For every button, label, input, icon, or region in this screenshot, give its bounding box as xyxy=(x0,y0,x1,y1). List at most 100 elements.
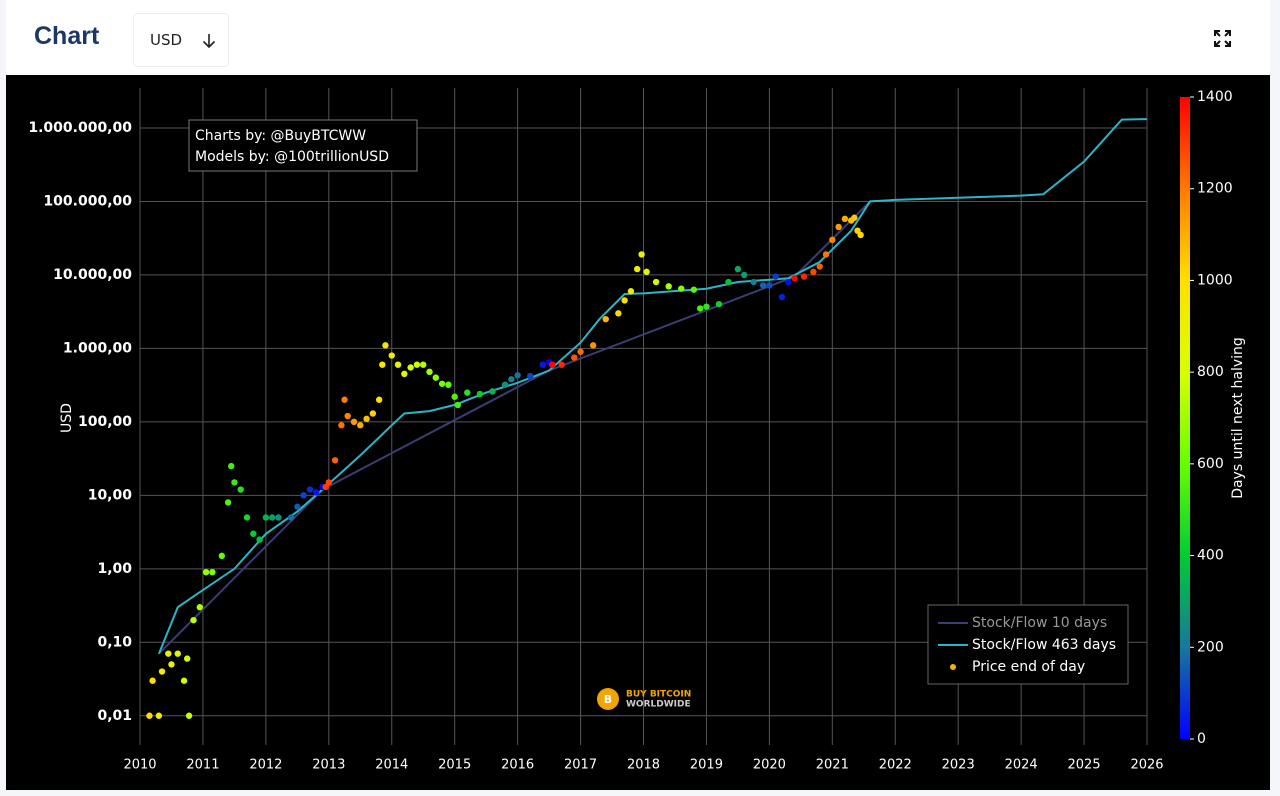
price-point xyxy=(508,376,515,383)
price-point xyxy=(325,479,333,486)
x-tick-label: 2025 xyxy=(1068,758,1101,773)
price-point xyxy=(432,374,440,381)
price-point xyxy=(357,422,364,429)
price-point xyxy=(501,381,509,388)
y-tick-label: 0,01 xyxy=(97,708,132,724)
price-point xyxy=(401,370,408,378)
price-point xyxy=(420,361,427,368)
price-point xyxy=(841,215,849,223)
x-tick-label: 2014 xyxy=(375,758,408,773)
price-point xyxy=(734,265,742,273)
price-point xyxy=(165,650,172,657)
price-point xyxy=(180,677,188,684)
currency-dropdown[interactable]: USD xyxy=(133,13,229,67)
price-point xyxy=(250,530,257,537)
price-point xyxy=(558,361,565,368)
legend-label: Stock/Flow 10 days xyxy=(972,615,1107,631)
price-point xyxy=(759,282,767,289)
model-line xyxy=(157,118,1148,655)
colorbar-tick-label: 600 xyxy=(1197,456,1224,472)
price-point xyxy=(341,396,348,403)
x-tick-label: 2023 xyxy=(942,758,975,773)
colorbar-tick-label: 200 xyxy=(1197,639,1224,655)
price-point xyxy=(224,499,232,506)
price-point xyxy=(725,278,732,286)
y-tick-label: 1.000,00 xyxy=(63,340,132,356)
price-point xyxy=(464,389,471,396)
price-point xyxy=(589,342,597,349)
watermark-text: BUY BITCOIN xyxy=(626,690,691,700)
x-tick-label: 2010 xyxy=(123,758,156,773)
price-point xyxy=(643,268,650,276)
price-point xyxy=(489,388,496,395)
price-point xyxy=(857,231,864,239)
price-point xyxy=(772,273,779,280)
x-tick-label: 2018 xyxy=(627,758,660,773)
page-title: Chart xyxy=(34,22,100,50)
price-point xyxy=(791,275,798,282)
price-point xyxy=(294,503,301,510)
price-point xyxy=(190,616,197,624)
price-point xyxy=(634,265,641,273)
price-point xyxy=(750,278,757,286)
price-point xyxy=(196,604,203,611)
price-point xyxy=(313,489,320,496)
price-point xyxy=(577,348,584,355)
price-point xyxy=(379,361,386,368)
colorbar-tick-label: 1200 xyxy=(1197,181,1233,197)
price-point xyxy=(810,268,817,276)
price-point xyxy=(243,514,251,521)
x-tick-label: 2021 xyxy=(816,758,849,773)
price-point xyxy=(451,393,458,400)
price-point xyxy=(476,390,484,398)
price-point xyxy=(363,415,370,423)
price-point xyxy=(168,661,175,668)
price-point xyxy=(338,422,345,429)
price-point xyxy=(851,214,858,221)
price-point xyxy=(527,372,534,380)
price-point xyxy=(703,303,710,310)
price-point xyxy=(835,223,842,231)
price-point xyxy=(184,655,191,662)
price-point xyxy=(350,418,358,426)
colorbar-title: Days until next halving xyxy=(1230,337,1246,499)
watermark-logo xyxy=(597,688,619,710)
price-point xyxy=(602,315,609,323)
price-point xyxy=(438,380,446,387)
annotation-box xyxy=(188,119,418,172)
price-point xyxy=(262,514,270,521)
price-point xyxy=(344,412,351,420)
colorbar xyxy=(1180,97,1190,739)
price-point xyxy=(218,552,226,560)
price-point xyxy=(275,514,282,521)
legend-label: Price end of day xyxy=(972,659,1085,675)
x-tick-label: 2015 xyxy=(438,758,471,773)
y-tick-label: 100.000,00 xyxy=(43,193,132,209)
price-point xyxy=(306,486,314,493)
y-tick-label: 10.000,00 xyxy=(53,267,132,283)
x-tick-label: 2024 xyxy=(1005,758,1038,773)
colorbar-tick-label: 1400 xyxy=(1197,89,1233,105)
price-point xyxy=(627,288,635,295)
price-point xyxy=(715,300,723,308)
price-point xyxy=(149,677,156,684)
price-point xyxy=(539,361,546,368)
price-point xyxy=(822,251,830,258)
price-point xyxy=(454,401,462,409)
annotation: Models by: @100trillionUSD xyxy=(195,149,389,165)
fullscreen-button[interactable] xyxy=(1214,30,1231,47)
price-point xyxy=(741,271,748,279)
price-point xyxy=(829,236,836,244)
price-point xyxy=(388,352,395,359)
price-point xyxy=(158,668,166,675)
price-point xyxy=(696,305,704,312)
x-tick-label: 2017 xyxy=(564,758,597,773)
price-point xyxy=(678,285,685,292)
y-tick-label: 10,00 xyxy=(88,487,133,503)
price-point xyxy=(800,273,808,280)
price-point xyxy=(331,457,339,464)
y-tick-label: 0,10 xyxy=(97,634,132,650)
price-point xyxy=(300,492,307,499)
dropdown-arrow xyxy=(202,34,216,49)
